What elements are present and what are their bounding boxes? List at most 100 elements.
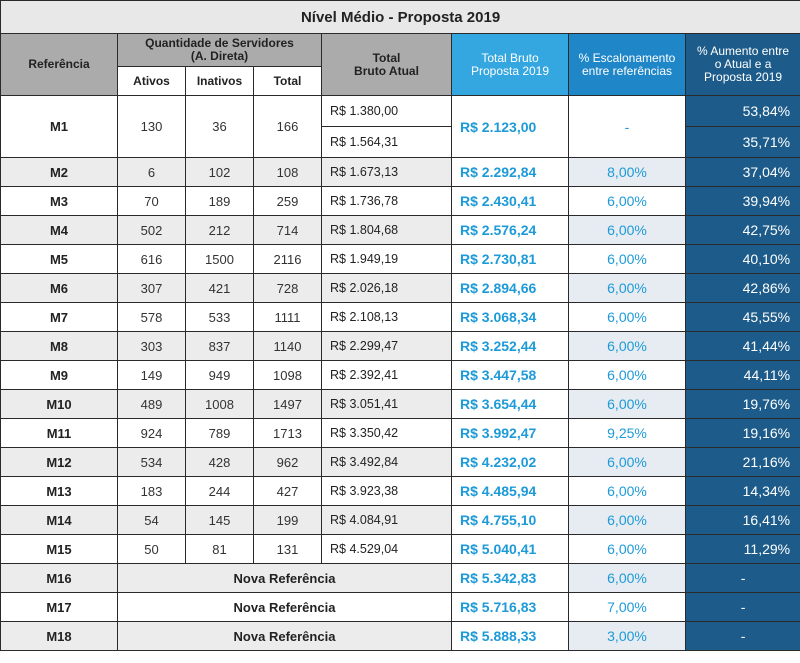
cell-aumento: 45,55% (684, 302, 800, 332)
cell-escalonamento: 6,00% (568, 447, 686, 477)
cell-referencia: M14 (0, 505, 118, 535)
cell-inativos: 1008 (185, 389, 254, 419)
header-total-bruto-proposta-line2: Proposta 2019 (470, 63, 550, 78)
table-row: M13 183 244 427 R$ 3.923,38 R$ 4.485,94 6,00% 1… (0, 476, 800, 506)
cell-escalonamento: 6,00% (568, 331, 686, 361)
cell-total: 1111 (253, 302, 322, 332)
header-total-bruto-atual-line2: Bruto Atual (354, 63, 419, 78)
cell-total-bruto-atual: R$ 1.949,19 (321, 244, 452, 274)
cell-referencia: M17 (0, 592, 118, 622)
cell-total: 714 (253, 215, 322, 245)
header-ativos: Ativos (117, 66, 186, 96)
cell-referencia: M4 (0, 215, 118, 245)
cell-escalonamento: 8,00% (568, 157, 686, 187)
cell-nova-referencia: Nova Referência (117, 592, 452, 622)
cell-referencia: M2 (0, 157, 118, 187)
cell-total-bruto-proposta: R$ 4.232,02 (451, 447, 569, 477)
cell-ativos: 183 (117, 476, 186, 506)
header-total-bruto-proposta-line1: Total Bruto (481, 50, 539, 65)
cell-total-bruto-proposta: R$ 4.755,10 (451, 505, 569, 535)
cell-total: 166 (253, 95, 322, 158)
cell-total-bruto-atual: R$ 1.804,68 (321, 215, 452, 245)
cell-inativos: 428 (185, 447, 254, 477)
cell-total: 131 (253, 534, 322, 564)
cell-escalonamento: 6,00% (568, 534, 686, 564)
header-aumento: % Aumento entre o Atual e a Proposta 201… (684, 33, 800, 96)
cell-total: 427 (253, 476, 322, 506)
cell-escalonamento: 6,00% (568, 273, 686, 303)
cell-inativos: 421 (185, 273, 254, 303)
cell-escalonamento: 3,00% (568, 621, 686, 651)
cell-total-bruto-proposta: R$ 2.430,41 (451, 186, 569, 216)
cell-ativos: 130 (117, 95, 186, 158)
header-quantidade-line1: Quantidade de Servidores (145, 36, 294, 50)
table-row-nova: M16 Nova Referência R$ 5.342,83 6,00% - (0, 563, 800, 593)
table-row: M7 578 533 1111 R$ 2.108,13 R$ 3.068,34 6,00% 4… (0, 302, 800, 332)
header-aumento-line2: o Atual e a (714, 57, 772, 71)
cell-escalonamento: 6,00% (568, 215, 686, 245)
cell-aumento: 16,41% (684, 505, 800, 535)
table-row: M11 924 789 1713 R$ 3.350,42 R$ 3.992,47 9,25%… (0, 418, 800, 448)
cell-inativos: 789 (185, 418, 254, 448)
cell-total: 199 (253, 505, 322, 535)
cell-escalonamento: 6,00% (568, 563, 686, 593)
cell-total-bruto-proposta: R$ 3.992,47 (451, 418, 569, 448)
header-aumento-line3: Proposta 2019 (704, 70, 783, 84)
cell-aumento: 41,44% (684, 331, 800, 361)
cell-inativos: 36 (185, 95, 254, 158)
cell-ativos: 149 (117, 360, 186, 390)
cell-nova-referencia: Nova Referência (117, 563, 452, 593)
cell-referencia: M5 (0, 244, 118, 274)
table-row-nova: M18 Nova Referência R$ 5.888,33 3,00% - (0, 621, 800, 651)
header-total: Total (253, 66, 322, 96)
cell-referencia: M3 (0, 186, 118, 216)
cell-total-bruto-proposta: R$ 3.068,34 (451, 302, 569, 332)
cell-total-bruto-proposta: R$ 5.888,33 (451, 621, 569, 651)
cell-aumento: 42,75% (684, 215, 800, 245)
cell-referencia: M7 (0, 302, 118, 332)
header-quantidade: Quantidade de Servidores (A. Direta) (117, 33, 322, 67)
cell-inativos: 212 (185, 215, 254, 245)
cell-total-bruto-proposta: R$ 5.040,41 (451, 534, 569, 564)
cell-total-bruto-proposta: R$ 2.123,00 (451, 95, 569, 158)
cell-total-bruto-atual: R$ 2.392,41 (321, 360, 452, 390)
cell-inativos: 81 (185, 534, 254, 564)
cell-aumento: 21,16% (684, 447, 800, 477)
cell-referencia: M6 (0, 273, 118, 303)
cell-ativos: 578 (117, 302, 186, 332)
cell-aumento: 42,86% (684, 273, 800, 303)
cell-total-bruto-atual: R$ 4.084,91 (321, 505, 452, 535)
cell-aumento: 39,94% (684, 186, 800, 216)
cell-total-bruto-proposta: R$ 2.730,81 (451, 244, 569, 274)
cell-inativos: 837 (185, 331, 254, 361)
cell-total-bruto-proposta: R$ 3.447,58 (451, 360, 569, 390)
header-quantidade-line2: (A. Direta) (190, 49, 249, 63)
cell-ativos: 502 (117, 215, 186, 245)
cell-total: 1713 (253, 418, 322, 448)
cell-escalonamento: 9,25% (568, 418, 686, 448)
header-total-bruto-atual: Total Bruto Atual (321, 33, 452, 96)
cell-total-bruto-proposta: R$ 4.485,94 (451, 476, 569, 506)
cell-aumento: 44,11% (684, 360, 800, 390)
cell-total: 259 (253, 186, 322, 216)
cell-total-bruto-atual: R$ 2.108,13 (321, 302, 452, 332)
cell-inativos: 1500 (185, 244, 254, 274)
table-row: M3 70 189 259 R$ 1.736,78 R$ 2.430,41 6,00% 39,… (0, 186, 800, 216)
header-total-bruto-atual-line1: Total (372, 50, 401, 65)
cell-total-bruto-atual: R$ 3.350,42 (321, 418, 452, 448)
cell-total-bruto-proposta: R$ 3.252,44 (451, 331, 569, 361)
cell-escalonamento: 6,00% (568, 360, 686, 390)
table-row: M14 54 145 199 R$ 4.084,91 R$ 4.755,10 6,00% 16… (0, 505, 800, 535)
cell-total-bruto-proposta: R$ 2.292,84 (451, 157, 569, 187)
cell-ativos: 303 (117, 331, 186, 361)
cell-total-bruto-atual: R$ 3.051,41 (321, 389, 452, 419)
header-escalonamento-line1: % Escalonamento (578, 50, 676, 65)
table-row: M5 616 1500 2116 R$ 1.949,19 R$ 2.730,81 6,00%… (0, 244, 800, 274)
cell-aumento: - (684, 621, 800, 651)
cell-ativos: 924 (117, 418, 186, 448)
cell-ativos: 54 (117, 505, 186, 535)
cell-total-bruto-proposta: R$ 5.716,83 (451, 592, 569, 622)
header-inativos: Inativos (185, 66, 254, 96)
cell-total-bruto-proposta: R$ 3.654,44 (451, 389, 569, 419)
cell-total-bruto-atual: R$ 3.492,84 (321, 447, 452, 477)
